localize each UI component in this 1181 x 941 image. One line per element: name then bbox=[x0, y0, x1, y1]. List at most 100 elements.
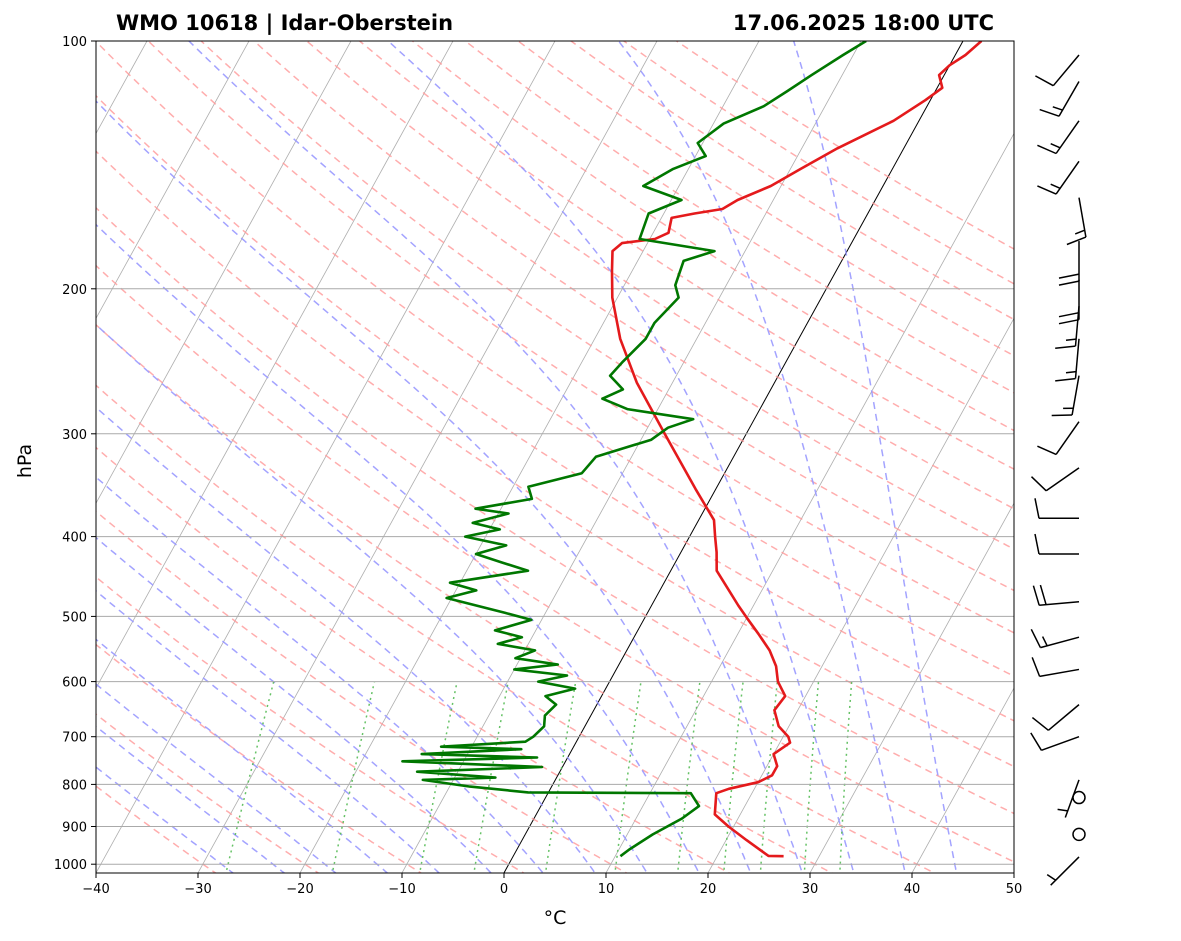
barb-feather bbox=[1039, 584, 1047, 605]
x-tick-label: −20 bbox=[286, 882, 313, 897]
barb-staff bbox=[1047, 704, 1080, 731]
moist-adiabat bbox=[96, 476, 545, 873]
x-tick-label: −40 bbox=[82, 882, 109, 897]
y-tick-label: 200 bbox=[62, 283, 87, 298]
isotherm bbox=[96, 41, 454, 689]
mixing-ratio-line bbox=[676, 681, 701, 873]
barb-staff bbox=[1040, 636, 1080, 649]
wind-barb bbox=[1046, 856, 1080, 886]
moist-adiabat bbox=[96, 100, 752, 873]
moist-adiabat bbox=[96, 536, 493, 873]
y-tick-label: 600 bbox=[62, 676, 87, 691]
barb-feather bbox=[1055, 377, 1076, 382]
dry-adiabat bbox=[96, 323, 937, 873]
barb-staff bbox=[1071, 375, 1080, 416]
isotherm bbox=[96, 41, 250, 320]
isotherm bbox=[197, 41, 658, 873]
dry-adiabat bbox=[516, 41, 1014, 357]
dry-adiabat bbox=[96, 785, 217, 873]
barb-feather bbox=[1066, 236, 1087, 246]
y-tick-label: 500 bbox=[62, 610, 87, 625]
isotherm bbox=[96, 41, 352, 504]
x-axis-label: °C bbox=[544, 907, 567, 929]
x-tick-label: 0 bbox=[500, 882, 508, 897]
wind-barb bbox=[1034, 498, 1080, 520]
dewpoint-profile-line bbox=[401, 41, 867, 858]
barb-feather bbox=[1058, 280, 1080, 286]
barb-feather bbox=[1034, 533, 1040, 555]
mixing-ratio-line bbox=[225, 681, 275, 873]
moist-adiabat bbox=[96, 323, 648, 873]
barb-staff bbox=[1045, 467, 1080, 492]
wind-barb bbox=[1072, 827, 1086, 842]
barb-feather bbox=[1037, 144, 1057, 155]
dry-adiabat bbox=[96, 384, 834, 873]
isotherm bbox=[1013, 872, 1014, 873]
wind-barb bbox=[1039, 81, 1080, 117]
x-tick-label: −30 bbox=[184, 882, 211, 897]
isotherm bbox=[707, 317, 1014, 873]
barb-staff bbox=[1055, 120, 1080, 154]
barb-feather bbox=[1032, 585, 1040, 606]
barb-feather bbox=[1030, 476, 1047, 492]
isotherm bbox=[1111, 23, 1181, 882]
wind-barb bbox=[1066, 197, 1087, 246]
dry-adiabat bbox=[622, 41, 1014, 285]
moist-adiabat bbox=[96, 590, 441, 873]
dry-adiabat bbox=[96, 94, 1014, 722]
barb-feather bbox=[1030, 732, 1043, 751]
dry-adiabat bbox=[569, 41, 1014, 321]
moist-adiabat bbox=[96, 406, 597, 873]
dry-adiabat bbox=[96, 713, 320, 873]
dry-adiabat bbox=[96, 264, 1014, 863]
barb-staff bbox=[1041, 735, 1080, 752]
wind-barb bbox=[1031, 657, 1080, 678]
dry-adiabat bbox=[96, 446, 731, 873]
wind-barb bbox=[1035, 54, 1080, 87]
barb-half-feather bbox=[1041, 636, 1048, 647]
dry-adiabat bbox=[96, 150, 1014, 768]
moist-adiabat bbox=[792, 41, 958, 873]
moist-adiabat bbox=[96, 766, 235, 873]
wind-barb bbox=[1030, 467, 1080, 492]
wind-barb bbox=[1055, 306, 1080, 350]
barb-feather bbox=[1058, 273, 1080, 279]
y-tick-label: 1000 bbox=[54, 858, 87, 873]
mixing-ratio-line bbox=[331, 681, 376, 873]
wind-barb bbox=[1055, 338, 1080, 382]
wind-barb bbox=[1032, 584, 1080, 607]
barb-feather bbox=[1037, 445, 1057, 456]
barb-half-feather bbox=[1052, 106, 1063, 111]
dry-adiabat bbox=[96, 510, 628, 873]
x-tick-label: 50 bbox=[1006, 882, 1023, 897]
barb-feather bbox=[1039, 108, 1060, 117]
wind-barb bbox=[1037, 421, 1080, 456]
barb-half-feather bbox=[1074, 229, 1085, 235]
barb-half-feather bbox=[1050, 143, 1061, 149]
barb-feather bbox=[1035, 75, 1054, 87]
barb-feather bbox=[1031, 657, 1041, 677]
barb-feather bbox=[1058, 311, 1080, 318]
y-tick-label: 800 bbox=[62, 778, 87, 793]
barb-staff bbox=[1055, 421, 1080, 455]
isotherm bbox=[605, 132, 1014, 873]
dry-adiabat bbox=[96, 41, 1014, 678]
barb-staff bbox=[1050, 856, 1080, 886]
dry-adiabat bbox=[305, 41, 1014, 510]
y-axis-label: hPa bbox=[14, 444, 36, 478]
x-tick-label: 40 bbox=[904, 882, 921, 897]
y-tick-label: 100 bbox=[62, 35, 87, 50]
barb-feather bbox=[1034, 498, 1040, 519]
moist-adiabat bbox=[387, 41, 855, 873]
barb-feather bbox=[1031, 717, 1049, 731]
isotherm bbox=[401, 41, 862, 873]
wind-barb bbox=[1057, 779, 1080, 818]
x-tick-label: 30 bbox=[802, 882, 819, 897]
x-tick-label: 20 bbox=[700, 882, 717, 897]
y-tick-label: 900 bbox=[62, 821, 87, 836]
plot-frame bbox=[95, 40, 1015, 874]
y-tick-label: 700 bbox=[62, 731, 87, 746]
wind-barb bbox=[1037, 160, 1080, 195]
wind-barb bbox=[1030, 732, 1080, 752]
